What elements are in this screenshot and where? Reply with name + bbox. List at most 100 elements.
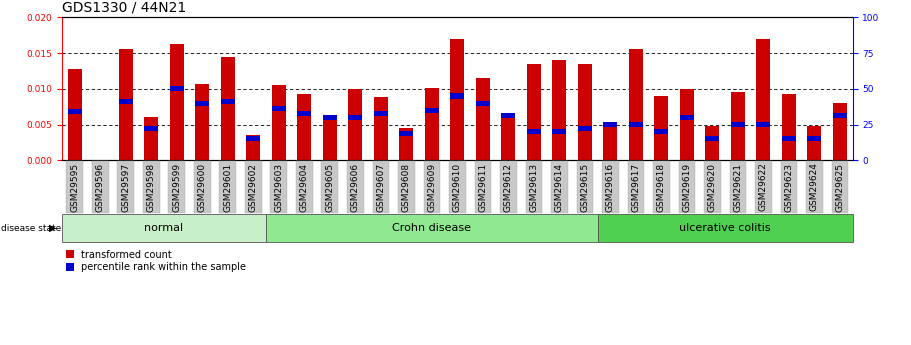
Bar bbox=[578, 64, 592, 160]
Text: GSM29615: GSM29615 bbox=[580, 162, 589, 212]
Bar bbox=[169, 44, 184, 160]
Bar bbox=[629, 122, 643, 127]
FancyBboxPatch shape bbox=[271, 161, 287, 213]
FancyBboxPatch shape bbox=[551, 161, 568, 213]
FancyBboxPatch shape bbox=[653, 161, 670, 213]
Bar bbox=[731, 122, 745, 127]
Bar bbox=[629, 49, 643, 160]
Bar bbox=[266, 214, 598, 242]
Legend: transformed count, percentile rank within the sample: transformed count, percentile rank withi… bbox=[62, 246, 251, 276]
Bar bbox=[271, 106, 286, 111]
Text: GSM29621: GSM29621 bbox=[733, 162, 742, 211]
Text: GSM29604: GSM29604 bbox=[300, 162, 309, 211]
Bar bbox=[756, 39, 771, 160]
FancyBboxPatch shape bbox=[500, 161, 517, 213]
Text: GSM29616: GSM29616 bbox=[606, 162, 615, 212]
FancyBboxPatch shape bbox=[526, 161, 542, 213]
Bar bbox=[654, 129, 669, 134]
Bar bbox=[399, 128, 414, 160]
Text: GSM29612: GSM29612 bbox=[504, 162, 513, 211]
Text: GSM29595: GSM29595 bbox=[70, 162, 79, 212]
FancyBboxPatch shape bbox=[806, 161, 823, 213]
Bar bbox=[756, 122, 771, 127]
FancyBboxPatch shape bbox=[143, 161, 159, 213]
Text: GSM29614: GSM29614 bbox=[555, 162, 564, 211]
Bar bbox=[807, 126, 822, 160]
Bar bbox=[705, 136, 720, 141]
Bar bbox=[322, 115, 337, 120]
Bar bbox=[195, 101, 210, 106]
Bar bbox=[598, 214, 853, 242]
Bar bbox=[807, 136, 822, 141]
Bar bbox=[705, 126, 720, 160]
Bar bbox=[603, 126, 618, 160]
FancyBboxPatch shape bbox=[322, 161, 338, 213]
Bar bbox=[374, 97, 388, 160]
Text: GSM29602: GSM29602 bbox=[249, 162, 258, 211]
Text: GSM29607: GSM29607 bbox=[376, 162, 385, 212]
Bar bbox=[782, 136, 796, 141]
Bar bbox=[476, 78, 490, 160]
Bar bbox=[348, 89, 363, 160]
FancyBboxPatch shape bbox=[347, 161, 363, 213]
Text: GSM29609: GSM29609 bbox=[427, 162, 436, 212]
Bar bbox=[782, 94, 796, 160]
FancyBboxPatch shape bbox=[67, 161, 83, 213]
Text: Crohn disease: Crohn disease bbox=[393, 223, 471, 233]
Bar bbox=[297, 94, 312, 160]
Text: GSM29610: GSM29610 bbox=[453, 162, 462, 212]
Bar bbox=[144, 126, 159, 131]
Text: normal: normal bbox=[145, 223, 183, 233]
FancyBboxPatch shape bbox=[730, 161, 746, 213]
Bar bbox=[680, 115, 694, 120]
Bar bbox=[62, 214, 266, 242]
FancyBboxPatch shape bbox=[449, 161, 466, 213]
FancyBboxPatch shape bbox=[424, 161, 440, 213]
Text: GSM29624: GSM29624 bbox=[810, 162, 819, 211]
FancyBboxPatch shape bbox=[220, 161, 236, 213]
Text: GSM29605: GSM29605 bbox=[325, 162, 334, 212]
FancyBboxPatch shape bbox=[628, 161, 644, 213]
Text: ulcerative colitis: ulcerative colitis bbox=[680, 223, 771, 233]
Bar bbox=[680, 89, 694, 160]
Text: GSM29603: GSM29603 bbox=[274, 162, 283, 212]
FancyBboxPatch shape bbox=[602, 161, 619, 213]
Bar bbox=[374, 111, 388, 116]
Bar bbox=[297, 111, 312, 116]
Bar bbox=[425, 88, 439, 160]
Bar bbox=[654, 96, 669, 160]
Bar bbox=[603, 122, 618, 127]
FancyBboxPatch shape bbox=[781, 161, 797, 213]
Bar bbox=[578, 126, 592, 131]
FancyBboxPatch shape bbox=[577, 161, 593, 213]
FancyBboxPatch shape bbox=[118, 161, 134, 213]
Bar bbox=[246, 136, 261, 141]
Bar bbox=[195, 84, 210, 160]
Bar bbox=[399, 131, 414, 136]
Bar bbox=[476, 101, 490, 106]
FancyBboxPatch shape bbox=[296, 161, 312, 213]
Text: GSM29608: GSM29608 bbox=[402, 162, 411, 212]
FancyBboxPatch shape bbox=[755, 161, 772, 213]
Text: GSM29625: GSM29625 bbox=[835, 162, 844, 211]
FancyBboxPatch shape bbox=[398, 161, 415, 213]
Bar bbox=[271, 85, 286, 160]
Bar bbox=[833, 103, 847, 160]
FancyBboxPatch shape bbox=[475, 161, 491, 213]
Text: GSM29597: GSM29597 bbox=[121, 162, 130, 212]
Text: GSM29617: GSM29617 bbox=[631, 162, 640, 212]
FancyBboxPatch shape bbox=[832, 161, 848, 213]
Bar bbox=[220, 57, 235, 160]
Bar bbox=[527, 129, 541, 134]
Text: GSM29600: GSM29600 bbox=[198, 162, 207, 212]
FancyBboxPatch shape bbox=[704, 161, 721, 213]
Bar bbox=[450, 93, 465, 99]
FancyBboxPatch shape bbox=[373, 161, 389, 213]
Bar bbox=[450, 39, 465, 160]
Bar bbox=[169, 86, 184, 91]
Bar bbox=[501, 113, 516, 118]
Bar bbox=[246, 135, 261, 160]
Text: GSM29599: GSM29599 bbox=[172, 162, 181, 212]
Bar bbox=[118, 49, 133, 160]
Text: ▶: ▶ bbox=[49, 223, 56, 233]
